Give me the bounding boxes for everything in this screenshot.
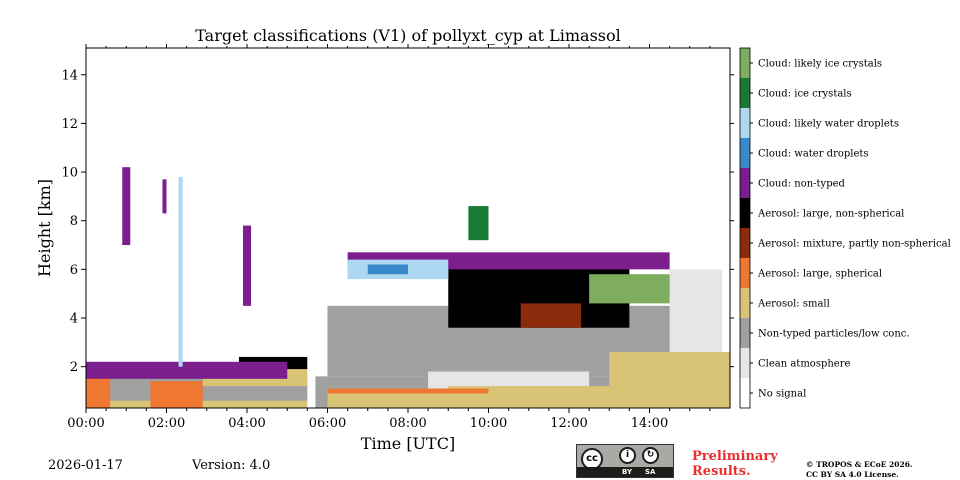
cc-by-label: BY: [622, 468, 633, 476]
cc-badge-bar: [577, 467, 673, 477]
layer-aerosol-large-spherical-10: [327, 388, 489, 394]
license-line-1: © TROPOS & ECoE 2026.: [806, 460, 913, 469]
colorbar-swatch-cloud-water-droplets: [740, 138, 750, 168]
layer-clean-atmosphere-20: [669, 269, 722, 353]
colorbar-swatch-non-typed-particles-low-conc: [740, 318, 750, 348]
colorbar-swatch-cloud-likely-ice-crystals: [740, 48, 750, 78]
version-label: Version: 4.0: [192, 458, 271, 473]
cc-icon: cc: [581, 448, 603, 470]
layer-cloud-non-typed-22: [162, 179, 167, 214]
cc-sa-label: SA: [645, 468, 656, 476]
colorbar-swatch-aerosol-large-spherical: [740, 258, 750, 288]
colorbar-swatch-cloud-likely-water-droplets: [740, 108, 750, 138]
copyright-license-note: © TROPOS & ECoE 2026. CC BY SA 4.0 Licen…: [806, 460, 913, 480]
preliminary-results-note: Preliminary Results.: [692, 449, 778, 479]
x-tick-label: 00:00: [67, 416, 104, 431]
x-axis: 00:00 02:00 04:00 06:00 08:00 10:00 12:00 14:00: [67, 44, 711, 431]
y-tick-label: 8: [70, 214, 78, 229]
colorbar-label: Aerosol: small: [757, 299, 830, 310]
colorbar-label: Aerosol: large, non-spherical: [757, 209, 904, 220]
colorbar-swatch-aerosol-mixture-partly-non-spherical: [740, 228, 750, 258]
colorbar-swatch-clean-atmosphere: [740, 348, 750, 378]
cc-license-badge: cc i ↻ BY SA: [576, 444, 674, 478]
chart-title: Target classifications (V1) of pollyxt_c…: [195, 26, 621, 45]
x-tick-label: 06:00: [309, 416, 346, 431]
colorbar-swatch-cloud-non-typed: [740, 168, 750, 198]
y-tick-label: 2: [70, 360, 78, 375]
colorbar-label: Cloud: likely ice crystals: [758, 59, 882, 70]
layer-cloud-non-typed-14: [86, 361, 288, 379]
layer-cloud-likely-water-droplets-24: [178, 176, 183, 367]
colorbar-label: Cloud: likely water droplets: [758, 119, 899, 130]
layer-cloud-non-typed-23: [242, 225, 252, 306]
share-alike-icon: ↻: [642, 447, 659, 464]
colorbar-swatch-aerosol-small: [740, 288, 750, 318]
y-tick-label: 14: [61, 68, 78, 83]
layer-aerosol-small-7: [327, 393, 449, 408]
colorbar-label: No signal: [758, 389, 806, 400]
license-line-2: CC BY SA 4.0 License.: [806, 470, 899, 479]
y-tick-label: 6: [70, 263, 78, 278]
layer-cloud-non-typed-21: [122, 167, 131, 246]
x-tick-label: 12:00: [550, 416, 587, 431]
x-axis-label: Time [UTC]: [361, 434, 455, 453]
layer-cloud-water-droplets-19: [367, 264, 408, 275]
y-tick-label: 10: [61, 166, 78, 181]
x-tick-label: 04:00: [228, 416, 265, 431]
y-tick-label: 12: [61, 117, 78, 132]
preliminary-line-1: Preliminary: [692, 449, 778, 464]
x-tick-label: 08:00: [389, 416, 426, 431]
plot-area: [86, 167, 730, 408]
colorbar-label: Cloud: water droplets: [758, 149, 869, 160]
colorbar-label: Aerosol: large, spherical: [757, 269, 882, 280]
layer-cloud-ice-crystals-16: [468, 206, 489, 241]
y-axis-label: Height [km]: [35, 179, 54, 277]
y-axis: 2 4 6 8 10 12 14: [61, 68, 734, 375]
colorbar-swatch-aerosol-large-non-spherical: [740, 198, 750, 228]
colorbar-label: Clean atmosphere: [758, 359, 851, 370]
colorbar-legend: No signal Clean atmosphere Non-typed parti…: [739, 47, 951, 409]
attribution-icon: i: [619, 447, 636, 464]
date-label: 2026-01-17: [48, 458, 123, 473]
colorbar-frame: [739, 47, 751, 409]
x-tick-label: 02:00: [148, 416, 185, 431]
layer-aerosol-large-spherical-3: [150, 381, 203, 408]
colorbar-label: Cloud: ice crystals: [758, 89, 852, 100]
colorbar-label: Non-typed particles/low conc.: [758, 329, 910, 340]
colorbar-swatch-no-signal: [740, 378, 750, 408]
colorbar-label: Cloud: non-typed: [758, 179, 846, 190]
preliminary-line-2: Results.: [692, 464, 751, 479]
x-tick-label: 10:00: [470, 416, 507, 431]
layer-aerosol-small-8: [448, 386, 730, 408]
layer-no-signal-25: [307, 352, 316, 408]
y-tick-label: 4: [70, 312, 78, 327]
x-tick-label: 14:00: [631, 416, 668, 431]
layer-aerosol-small-9: [609, 352, 730, 387]
colorbar-label: Aerosol: mixture, partly non-spherical: [757, 239, 951, 250]
colorbar-swatch-cloud-ice-crystals: [740, 78, 750, 108]
layer-aerosol-mixture-partly-non-spherical-13: [520, 303, 582, 328]
